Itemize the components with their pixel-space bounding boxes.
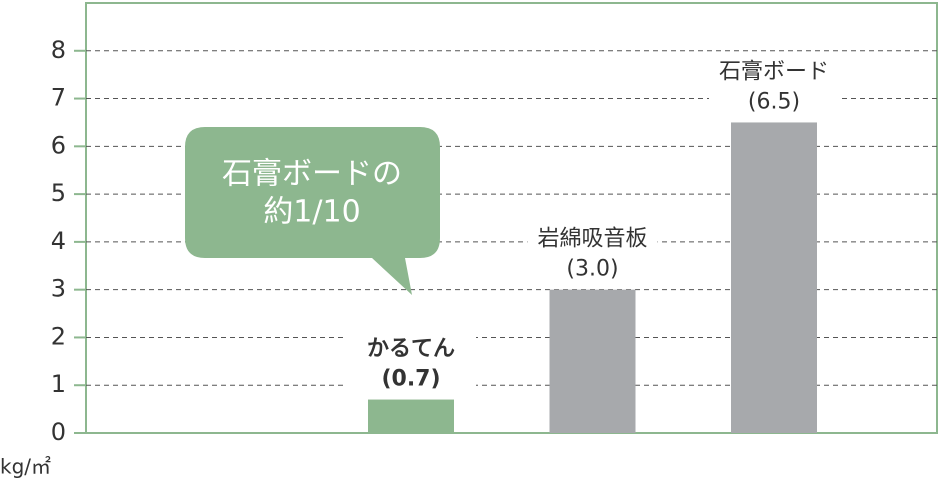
label-bg bbox=[527, 221, 658, 284]
y-tick-label: 5 bbox=[51, 179, 66, 207]
value-label: (6.5) bbox=[748, 89, 800, 114]
bar bbox=[549, 289, 636, 433]
callout-text: 約1/10 bbox=[263, 195, 360, 230]
plot-frame bbox=[85, 2, 938, 434]
y-axis-label: kg/㎡ bbox=[0, 455, 51, 479]
category-label: 岩綿吸音板 bbox=[537, 227, 647, 252]
y-tick-label: 1 bbox=[51, 370, 66, 398]
value-label: (3.0) bbox=[566, 257, 618, 282]
callout-text: 石膏ボードの bbox=[222, 157, 402, 192]
y-tick-label: 6 bbox=[51, 131, 66, 159]
y-tick-label: 2 bbox=[51, 322, 66, 350]
y-tick-label: 0 bbox=[51, 418, 66, 446]
category-label: かるてん bbox=[367, 337, 455, 362]
y-tick-label: 7 bbox=[51, 84, 66, 112]
bar bbox=[368, 399, 454, 433]
y-tick-label: 4 bbox=[51, 227, 66, 255]
label-bg bbox=[346, 331, 476, 394]
callout bbox=[185, 127, 440, 295]
bar bbox=[731, 122, 817, 433]
value-label: (0.7) bbox=[381, 367, 440, 392]
label-bg bbox=[709, 54, 839, 117]
y-tick-label: 8 bbox=[51, 36, 66, 64]
y-tick-label: 3 bbox=[51, 275, 66, 303]
category-label: 石膏ボード bbox=[719, 59, 829, 84]
